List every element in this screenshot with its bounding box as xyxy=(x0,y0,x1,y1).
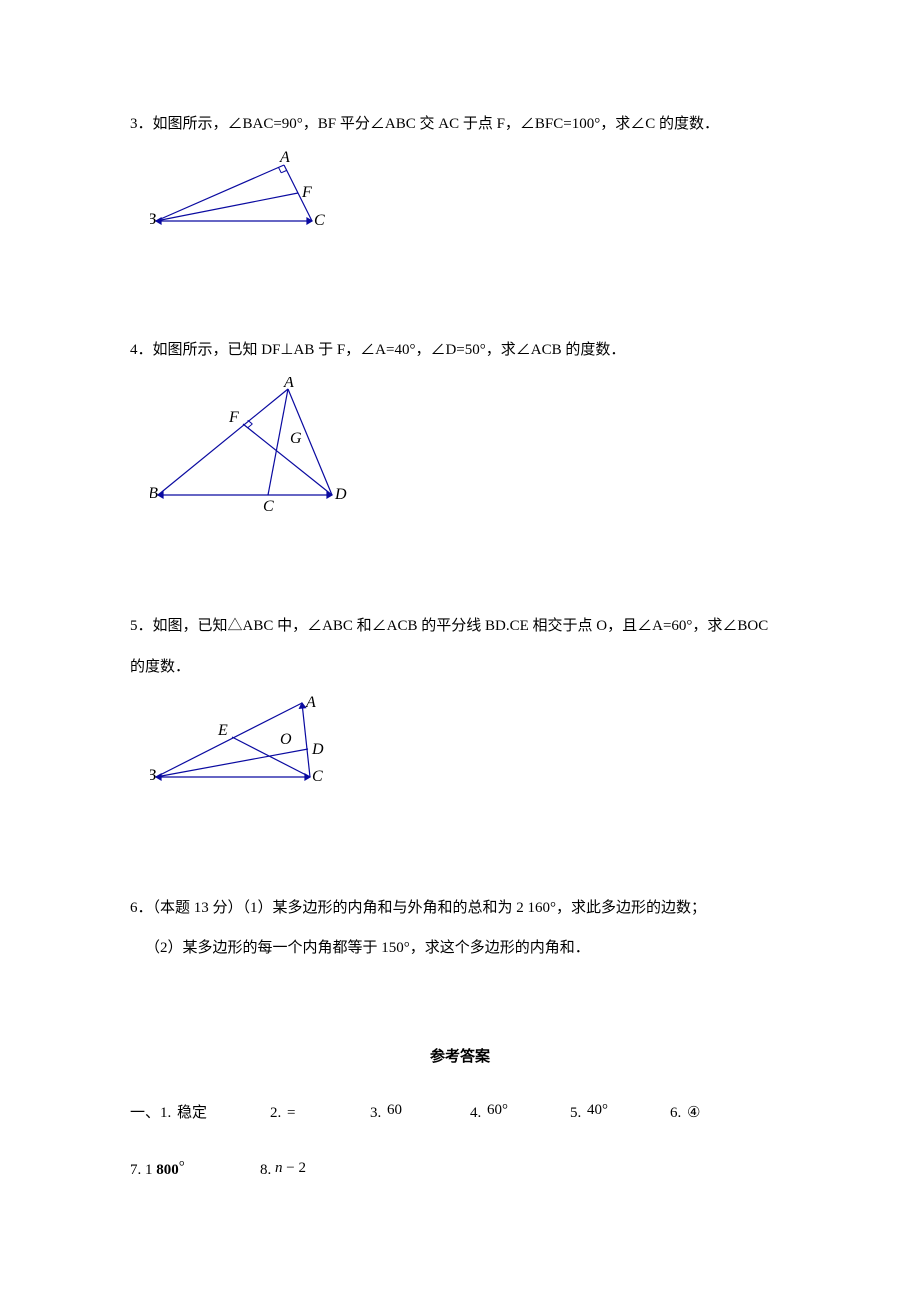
problem-4-text: 4．如图所示，已知 DF⊥AB 于 F，∠A=40°，∠D=50°，求∠ACB … xyxy=(130,336,790,365)
problem-3: 3．如图所示，∠BAC=90°，BF 平分∠ABC 交 AC 于点 F，∠BFC… xyxy=(130,110,790,246)
problem-3-figure: A B CF xyxy=(150,151,790,247)
svg-text:E: E xyxy=(217,722,228,739)
svg-text:A: A xyxy=(279,151,290,166)
svg-text:O: O xyxy=(280,731,292,748)
answer-item: 6. ④ xyxy=(670,1099,730,1128)
answer-item: 2. = xyxy=(270,1099,370,1128)
svg-text:F: F xyxy=(228,409,239,426)
answer-row-2: 7. 1 800°8. n − 2 xyxy=(130,1156,790,1185)
svg-text:B: B xyxy=(150,767,156,784)
svg-text:B: B xyxy=(150,211,156,228)
answers-title: 参考答案 xyxy=(130,1043,790,1072)
problem-6-line-2: （2）某多边形的每一个内角都等于 150°，求这个多边形的内角和． xyxy=(130,934,790,963)
svg-text:D: D xyxy=(334,486,347,503)
problem-5-text-line-1: 5．如图，已知△ABC 中，∠ABC 和∠ACB 的平分线 BD.CE 相交于点… xyxy=(130,612,790,641)
svg-text:C: C xyxy=(312,768,323,785)
svg-text:C: C xyxy=(314,212,325,229)
svg-text:A: A xyxy=(305,694,316,711)
problem-6-line-1: 6．（本题 13 分）（1）某多边形的内角和与外角和的总和为 2 160°，求此… xyxy=(130,894,790,923)
svg-text:C: C xyxy=(263,498,274,512)
problem-4-figure: A B D C F G xyxy=(150,377,790,523)
answer-item: 1. 稳定 xyxy=(160,1099,270,1128)
problem-6: 6．（本题 13 分）（1）某多边形的内角和与外角和的总和为 2 160°，求此… xyxy=(130,894,790,963)
answer-item: 7. 1 800° xyxy=(130,1156,260,1185)
problem-5-text-line-2: 的度数． xyxy=(130,653,790,682)
answer-item: 3. 60 xyxy=(370,1099,470,1128)
svg-text:A: A xyxy=(283,377,294,391)
answer-item: 4. 60° xyxy=(470,1099,570,1128)
svg-text:F: F xyxy=(301,184,312,201)
svg-text:G: G xyxy=(290,430,302,447)
answer-item: 8. n − 2 xyxy=(260,1156,306,1185)
answers-prefix: 一、 xyxy=(130,1099,160,1128)
svg-text:B: B xyxy=(150,485,158,502)
answer-row-1: 一、1. 稳定2. =3. 604. 60°5. 40°6. ④ xyxy=(130,1099,790,1128)
problem-5: 5．如图，已知△ABC 中，∠ABC 和∠ACB 的平分线 BD.CE 相交于点… xyxy=(130,612,790,804)
problem-5-figure: A B C E D O xyxy=(150,693,790,804)
svg-text:D: D xyxy=(311,741,324,758)
answer-item: 5. 40° xyxy=(570,1099,670,1128)
problem-3-text: 3．如图所示，∠BAC=90°，BF 平分∠ABC 交 AC 于点 F，∠BFC… xyxy=(130,110,790,139)
problem-4: 4．如图所示，已知 DF⊥AB 于 F，∠A=40°，∠D=50°，求∠ACB … xyxy=(130,336,790,522)
